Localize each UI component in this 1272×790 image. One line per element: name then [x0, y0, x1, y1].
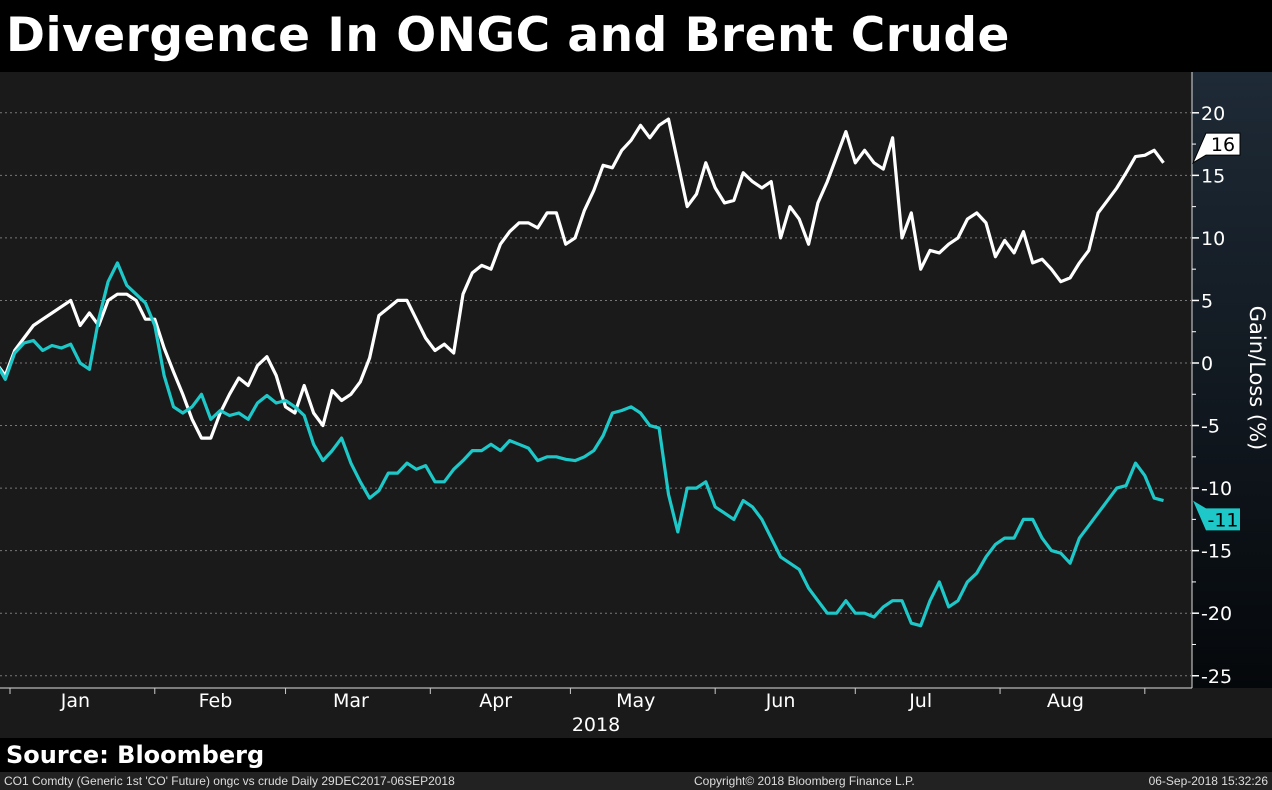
x-tick-label: Apr [479, 690, 512, 712]
y-tick-label: 15 [1201, 165, 1225, 187]
grid [0, 112, 1192, 677]
x-tick-label: Jun [765, 690, 796, 712]
last-value-tag [1193, 500, 1240, 531]
y-tick-label: 10 [1201, 228, 1225, 250]
y-axis-panel [1192, 72, 1272, 688]
y-tick-label: 5 [1201, 290, 1213, 312]
footer-security-info: CO1 Comdty (Generic 1st 'CO' Future) ong… [4, 774, 455, 788]
last-value-tags: 16 -11 [1191, 132, 1241, 531]
last-value-label: 16 [1211, 134, 1235, 156]
plot-area [0, 72, 1192, 688]
series-line-ongc [0, 261, 1164, 628]
series-lines [0, 117, 1165, 628]
last-value-label: -11 [1207, 509, 1238, 531]
y-tick-label: -15 [1201, 541, 1232, 563]
footer-timestamp: 06-Sep-2018 15:32:26 [1148, 774, 1268, 788]
x-axis-ticks: Jan Feb Mar Apr May Jun Jul Aug [9, 688, 1146, 712]
x-axis-year-label: 2018 [572, 714, 620, 736]
y-tick-label: 20 [1201, 103, 1225, 125]
x-axis-panel [0, 688, 1272, 738]
y-tick-label: -10 [1201, 478, 1232, 500]
chart-title: Divergence In ONGC and Brent Crude [0, 0, 1272, 72]
last-value-tag [1191, 132, 1241, 165]
footer-copyright: Copyright© 2018 Bloomberg Finance L.P. [694, 774, 915, 788]
x-tick-label: Mar [333, 690, 369, 712]
y-tick-label: -5 [1201, 416, 1220, 438]
chart: -25 -20 -15 -10 -5 0 5 10 15 20 Jan Feb Mar Apr May Ju… [0, 72, 1272, 738]
y-tick-label: -20 [1201, 603, 1232, 625]
series-line-brent [0, 117, 1165, 440]
y-tick-label: -25 [1201, 666, 1232, 688]
x-tick-label: Jul [908, 690, 932, 712]
y-axis-ticks: -25 -20 -15 -10 -5 0 5 10 15 20 [1192, 103, 1232, 688]
y-tick-label: 0 [1201, 353, 1213, 375]
x-tick-label: Feb [199, 690, 233, 712]
x-tick-label: Aug [1047, 690, 1084, 712]
x-tick-label: Jan [60, 690, 90, 712]
x-tick-label: May [616, 690, 655, 712]
footer: CO1 Comdty (Generic 1st 'CO' Future) ong… [0, 772, 1272, 790]
source-label: Source: Bloomberg [0, 738, 1272, 772]
y-axis-label: Gain/Loss (%) [1245, 306, 1269, 450]
